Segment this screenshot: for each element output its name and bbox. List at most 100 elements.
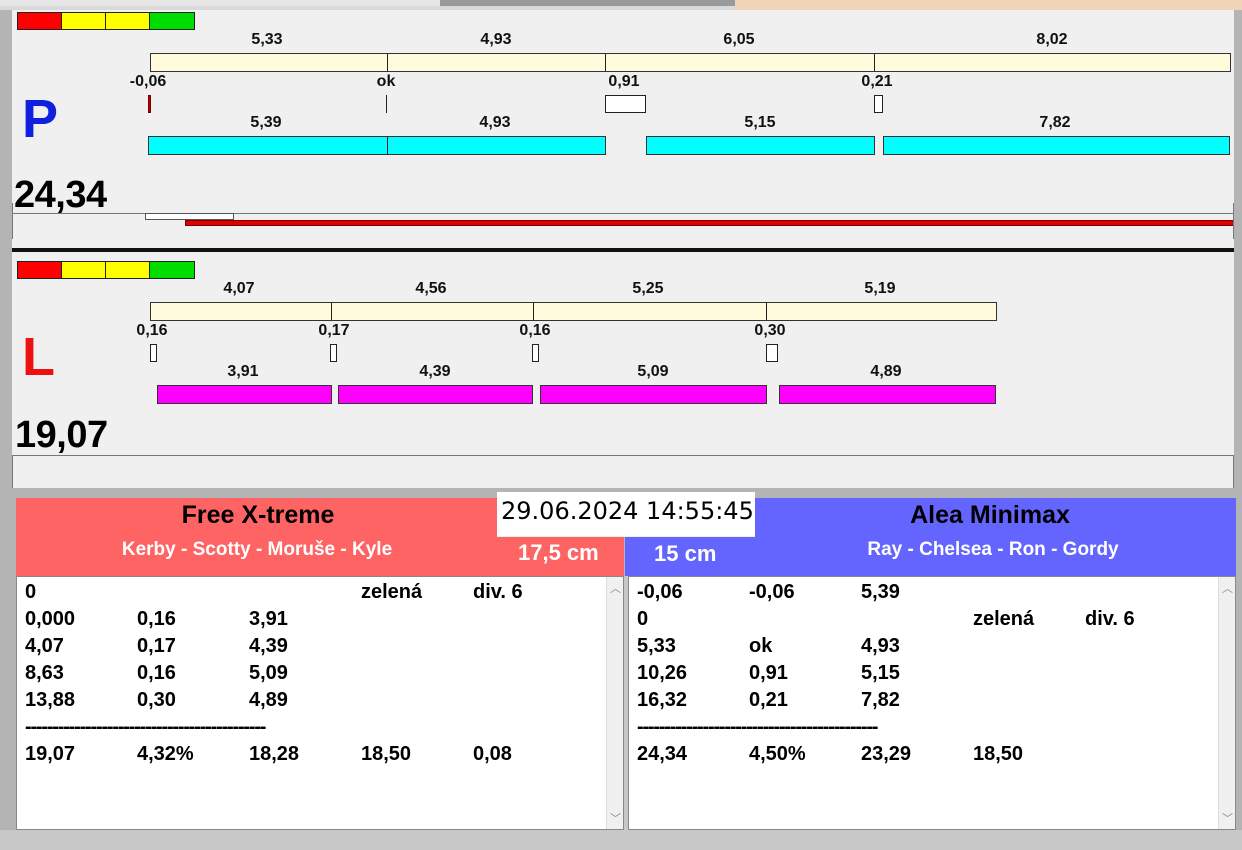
list-cell: 0 xyxy=(637,608,649,630)
summary-cell: 24,34 xyxy=(637,743,688,765)
list-cell: 0,30 xyxy=(137,689,176,711)
list-cell: 13,88 xyxy=(25,689,76,711)
l-top-value: 4,56 xyxy=(415,280,447,297)
list-cell: 7,82 xyxy=(861,689,900,711)
list-separator: ----------------------------------------… xyxy=(25,716,266,738)
summary-row[interactable]: 19,07 4,32% 18,28 18,50 0,08 xyxy=(17,741,623,768)
list-cell: 0,16 xyxy=(137,608,176,630)
list-cell: 3,91 xyxy=(249,608,288,630)
list-cell: 0 xyxy=(25,581,37,603)
p-top-value: 6,05 xyxy=(723,31,755,48)
list-cell: zelená xyxy=(973,608,1035,630)
tab-segment[interactable] xyxy=(100,0,251,6)
tab-segment-active[interactable] xyxy=(440,0,736,6)
l-magenta-bar xyxy=(540,385,767,404)
list-cell: 0,16 xyxy=(137,662,176,684)
tab-segment[interactable] xyxy=(350,0,441,6)
p-top-value: 8,02 xyxy=(1036,31,1068,48)
list-row[interactable]: 16,32 0,21 7,82 xyxy=(629,687,1235,714)
list-cell: ok xyxy=(749,635,773,657)
list-row[interactable]: 0,000 0,16 3,91 xyxy=(17,606,623,633)
list-row[interactable]: 0 zelená div. 6 xyxy=(17,579,623,606)
summary-cell: 4,50% xyxy=(749,743,806,765)
list-cell: 0,21 xyxy=(749,689,788,711)
summary-row[interactable]: 24,34 4,50% 23,29 18,50 xyxy=(629,741,1235,768)
level-yellow xyxy=(62,13,106,29)
l-magenta-bar xyxy=(779,385,996,404)
list-row[interactable]: -0,06 -0,06 5,39 xyxy=(629,579,1235,606)
list-row[interactable]: 4,07 0,17 4,39 xyxy=(17,633,623,660)
p-letter: P xyxy=(22,89,59,149)
p-slider-handle[interactable] xyxy=(145,213,234,220)
chevron-down-icon[interactable]: ﹀ xyxy=(1222,813,1233,825)
level-yellow xyxy=(106,13,150,29)
chevron-up-icon[interactable]: ︿ xyxy=(1222,583,1233,595)
p-bottom-value: 5,39 xyxy=(250,114,282,131)
level-green xyxy=(150,13,194,29)
list-row[interactable]: 8,63 0,16 5,09 xyxy=(17,660,623,687)
l-marker xyxy=(766,344,778,362)
list-cell: 8,63 xyxy=(25,662,64,684)
p-mid-value: -0,06 xyxy=(129,73,167,90)
p-panel: 5,33 4,93 6,05 8,02 -0,06 ok 0,91 0,21 P… xyxy=(12,10,1234,248)
l-marker xyxy=(330,344,337,362)
right-team-name: Alea Minimax xyxy=(910,501,1070,529)
list-cell: 5,15 xyxy=(861,662,900,684)
left-results-list[interactable]: 0 zelená div. 6 0,000 0,16 3,91 4,07 0,17 4,39 8,… xyxy=(16,576,624,830)
list-cell: zelená xyxy=(361,581,423,603)
tab-segment[interactable] xyxy=(0,0,101,6)
right-team-distance: 15 cm xyxy=(654,541,717,566)
p-mid-value: ok xyxy=(376,73,396,90)
l-bottom-value: 4,39 xyxy=(419,363,451,380)
p-total: 24,34 xyxy=(14,174,107,216)
list-row[interactable]: 10,26 0,91 5,15 xyxy=(629,660,1235,687)
p-cyan-bar xyxy=(883,136,1230,155)
chevron-down-icon[interactable]: ﹀ xyxy=(610,813,621,825)
list-cell: 16,32 xyxy=(637,689,688,711)
level-yellow xyxy=(106,262,150,278)
p-marker xyxy=(874,95,883,113)
datetime: 29.06.2024 14:55:45 xyxy=(501,497,754,525)
list-row[interactable]: 0 zelená div. 6 xyxy=(629,606,1235,633)
l-mid-value: 0,30 xyxy=(754,322,786,339)
level-red xyxy=(18,262,62,278)
summary-cell: 18,50 xyxy=(973,743,1024,765)
list-row[interactable]: 13,88 0,30 4,89 xyxy=(17,687,623,714)
datetime-box: 29.06.2024 14:55:45 xyxy=(497,492,755,537)
p-bottom-value: 5,15 xyxy=(744,114,776,131)
list-cell: -0,06 xyxy=(749,581,795,603)
right-results-list[interactable]: -0,06 -0,06 5,39 0 zelená div. 6 5,33 ok 4,93 10,… xyxy=(628,576,1236,830)
list-cell: 0,000 xyxy=(25,608,76,630)
l-top-value: 5,19 xyxy=(864,280,896,297)
list-cell: 10,26 xyxy=(637,662,688,684)
p-bottom-value: 7,82 xyxy=(1039,114,1071,131)
right-team-crew: Ray - Chelsea - Ron - Gordy xyxy=(867,539,1119,560)
summary-cell: 4,32% xyxy=(137,743,194,765)
l-panel: 4,07 4,56 5,25 5,19 0,16 0,17 0,16 0,30 … xyxy=(12,252,1234,488)
l-bottom-value: 4,89 xyxy=(870,363,902,380)
l-mid-value: 0,16 xyxy=(136,322,168,339)
l-bottom-value: 3,91 xyxy=(227,363,259,380)
summary-cell: 19,07 xyxy=(25,743,76,765)
l-magenta-bar xyxy=(338,385,533,404)
p-red-bar xyxy=(185,220,1234,226)
p-cyan-bar xyxy=(646,136,875,155)
l-magenta-bar xyxy=(157,385,332,404)
left-scrollbar[interactable]: ︿ ﹀ xyxy=(606,577,623,829)
list-cell: 4,39 xyxy=(249,635,288,657)
list-cell: 0,91 xyxy=(749,662,788,684)
p-mid-value: 0,91 xyxy=(608,73,640,90)
chevron-up-icon[interactable]: ︿ xyxy=(610,583,621,595)
l-top-value: 5,25 xyxy=(632,280,664,297)
l-top-value: 4,07 xyxy=(223,280,255,297)
tab-segment[interactable] xyxy=(250,0,351,6)
l-track-line xyxy=(12,455,1234,456)
l-marker xyxy=(150,344,157,362)
list-divider xyxy=(624,576,628,830)
right-scrollbar[interactable]: ︿ ﹀ xyxy=(1218,577,1235,829)
l-level-strip xyxy=(17,261,195,279)
p-marker xyxy=(148,95,151,113)
list-row[interactable]: 5,33 ok 4,93 xyxy=(629,633,1235,660)
p-level-strip xyxy=(17,12,195,30)
l-total: 19,07 xyxy=(15,414,108,456)
